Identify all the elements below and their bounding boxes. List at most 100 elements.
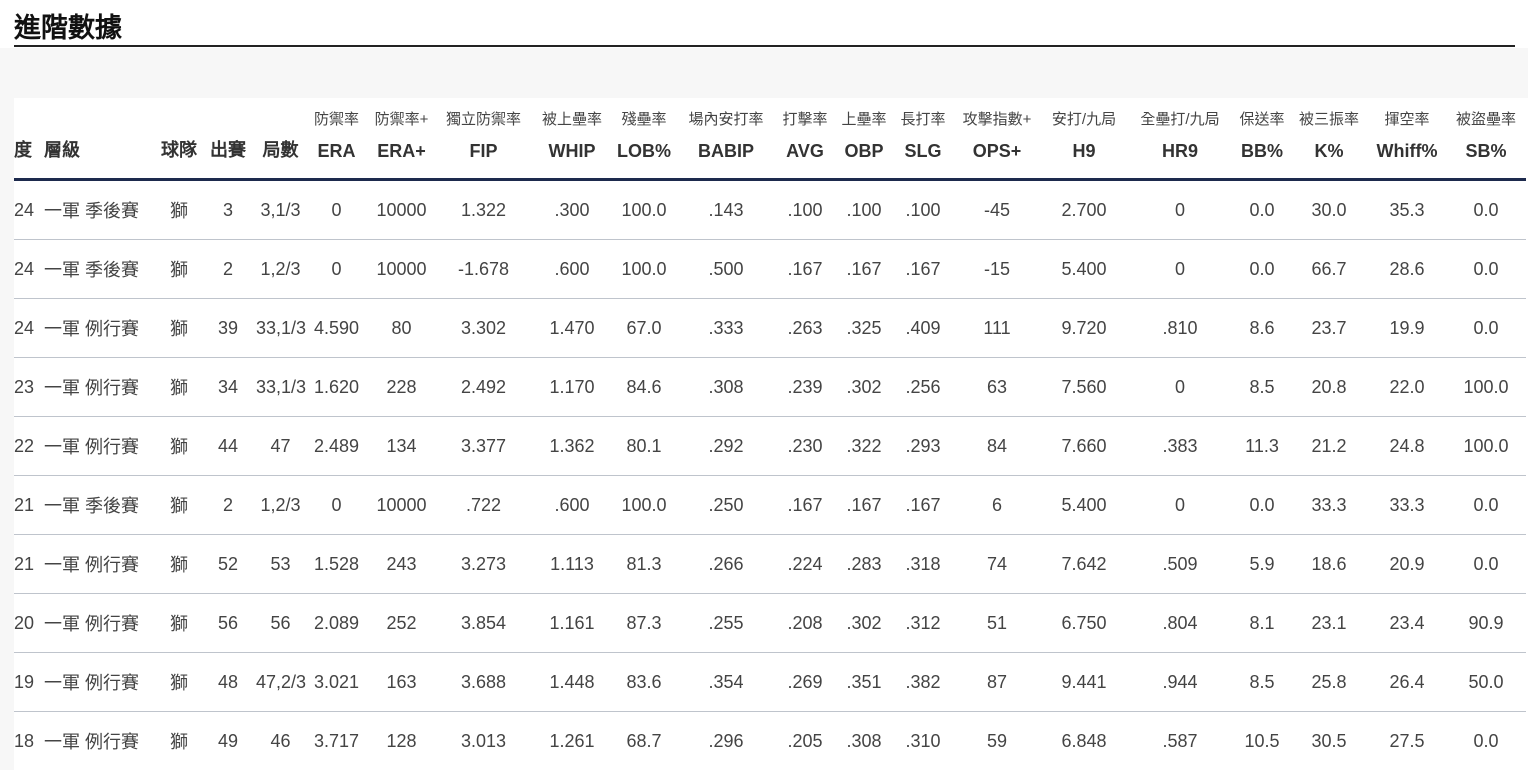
table-cell: 一軍 例行賽 bbox=[44, 593, 158, 653]
table-cell: 33.3 bbox=[1290, 475, 1368, 535]
column-header: 防禦率+ ERA+ bbox=[368, 98, 435, 181]
column-header-en: OPS+ bbox=[972, 141, 1022, 161]
table-cell: 1.470 bbox=[532, 298, 612, 358]
table-cell: .308 bbox=[676, 357, 776, 417]
table-cell: 獅 bbox=[158, 534, 200, 594]
table-cell: 0.0 bbox=[1234, 239, 1290, 299]
column-header-en: ERA bbox=[317, 141, 356, 161]
table-cell: .600 bbox=[532, 475, 612, 535]
column-header-en: AVG bbox=[786, 141, 824, 161]
table-cell: .100 bbox=[894, 179, 952, 240]
table-cell: 21 bbox=[14, 475, 44, 535]
table-cell: 獅 bbox=[158, 357, 200, 417]
column-header: 出賽 bbox=[200, 98, 256, 181]
table-cell: 128 bbox=[368, 711, 435, 770]
table-cell: 1,2/3 bbox=[256, 475, 305, 535]
column-header: 全壘打/九局 HR9 bbox=[1126, 98, 1234, 181]
table-cell: 39 bbox=[200, 298, 256, 358]
table-cell: 18.6 bbox=[1290, 534, 1368, 594]
table-cell: 163 bbox=[368, 652, 435, 712]
table-cell: 1,2/3 bbox=[256, 239, 305, 299]
table-row: 21 一軍 季後賽獅 2 1,2/3 0 10000.722.600 100.0.250.1… bbox=[14, 475, 1526, 535]
table-cell: 一軍 例行賽 bbox=[44, 652, 158, 712]
table-cell: -1.678 bbox=[435, 239, 532, 299]
table-cell: 0 bbox=[305, 239, 368, 299]
column-header-zh: 殘壘率 bbox=[621, 111, 667, 128]
table-cell: .167 bbox=[834, 475, 894, 535]
table-row: 18 一軍 例行賽獅 49 46 3.717 128 3.013 1.261 68.7.296.… bbox=[14, 711, 1526, 770]
column-header: 長打率 SLG bbox=[894, 98, 952, 181]
table-row: 23 一軍 例行賽獅 34 33,1/3 1.620 228 2.492 1.170 84.6.… bbox=[14, 357, 1526, 417]
table-cell: 7.560 bbox=[1042, 357, 1126, 417]
table-cell: .409 bbox=[894, 298, 952, 358]
title-rule bbox=[14, 45, 1515, 47]
table-cell: 1.113 bbox=[532, 534, 612, 594]
column-header-en: OBP bbox=[844, 141, 884, 161]
table-cell: .600 bbox=[532, 239, 612, 299]
table-cell: .263 bbox=[776, 298, 834, 358]
table-cell: 28.6 bbox=[1368, 239, 1446, 299]
table-cell: 33,1/3 bbox=[256, 357, 306, 417]
column-header-en: ERA+ bbox=[377, 141, 426, 161]
table-cell: 0 bbox=[305, 179, 368, 240]
table-cell: 0.0 bbox=[1234, 179, 1290, 240]
header: 進階數據 bbox=[0, 0, 1528, 48]
column-header-en: SB% bbox=[1465, 141, 1507, 161]
column-header-zh: 安打/九局 bbox=[1051, 111, 1117, 128]
column-header: 攻擊指數+ OPS+ bbox=[952, 98, 1042, 181]
table-cell: .239 bbox=[776, 357, 834, 417]
table-cell: 1.261 bbox=[532, 711, 612, 770]
table-cell: 47,2/3 bbox=[256, 652, 306, 712]
column-header-en: BABIP bbox=[697, 141, 754, 161]
column-header-en: BB% bbox=[1240, 141, 1283, 161]
table-cell: .255 bbox=[676, 593, 776, 653]
table-cell: .383 bbox=[1126, 416, 1234, 476]
table-cell: 一軍 例行賽 bbox=[44, 534, 158, 594]
column-header-en: Whiff% bbox=[1376, 141, 1438, 161]
table-cell: 3,1/3 bbox=[256, 179, 305, 240]
table-cell: 2.492 bbox=[435, 357, 532, 417]
table-cell: 5.400 bbox=[1042, 475, 1126, 535]
table-cell: 50.0 bbox=[1446, 652, 1526, 712]
column-header-zh: 場內安打率 bbox=[688, 111, 764, 128]
table-cell: 1.161 bbox=[532, 593, 612, 653]
table-cell: 獅 bbox=[158, 239, 200, 299]
table-cell: 獅 bbox=[158, 593, 200, 653]
column-header-en: WHIP bbox=[548, 141, 596, 161]
table-cell: 252 bbox=[368, 593, 435, 653]
table-cell: 10000 bbox=[368, 179, 435, 240]
table-cell: 0.0 bbox=[1446, 475, 1526, 535]
table-cell: 56 bbox=[200, 593, 256, 653]
table-cell: 100.0 bbox=[612, 239, 676, 299]
table-cell: 7.660 bbox=[1042, 416, 1126, 476]
table-cell: 0.0 bbox=[1234, 475, 1290, 535]
table-cell: 一軍 例行賽 bbox=[44, 298, 158, 358]
table-cell: 23.4 bbox=[1368, 593, 1446, 653]
table-cell: .302 bbox=[834, 357, 894, 417]
table-cell: 21 bbox=[14, 534, 44, 594]
table-cell: 59 bbox=[952, 711, 1042, 770]
table-cell: .167 bbox=[834, 239, 894, 299]
table-cell: .292 bbox=[676, 416, 776, 476]
column-header: 局數 bbox=[256, 98, 305, 181]
table-cell: 52 bbox=[200, 534, 256, 594]
table-cell: 獅 bbox=[158, 652, 200, 712]
table-cell: 33.3 bbox=[1368, 475, 1446, 535]
column-header-zh: 攻擊指數+ bbox=[962, 111, 1032, 128]
table-cell: 24.8 bbox=[1368, 416, 1446, 476]
table-cell: 100.0 bbox=[612, 179, 676, 240]
table-cell: 8.6 bbox=[1234, 298, 1290, 358]
table-cell: 44 bbox=[200, 416, 256, 476]
column-header-en: 出賽 bbox=[210, 140, 246, 160]
table-cell: .269 bbox=[776, 652, 834, 712]
table-cell: 74 bbox=[952, 534, 1042, 594]
stats-table: 度層級 球隊 出賽 局數 防禦率 ERA 防禦率+ ERA+ 獨立防禦率 FIP 被上壘率 WHIP 殘… bbox=[14, 98, 1526, 770]
table-cell: 63 bbox=[952, 357, 1042, 417]
column-header: 層級 bbox=[44, 98, 158, 181]
table-cell: 90.9 bbox=[1446, 593, 1526, 653]
column-header-zh: 防禦率+ bbox=[374, 111, 429, 128]
column-header-zh: 揮空率 bbox=[1384, 111, 1430, 128]
table-cell: 0 bbox=[1126, 239, 1234, 299]
table-row: 20 一軍 例行賽獅 56 56 2.089 252 3.854 1.161 87.3.255.… bbox=[14, 593, 1526, 653]
table-cell: 11.3 bbox=[1234, 416, 1290, 476]
